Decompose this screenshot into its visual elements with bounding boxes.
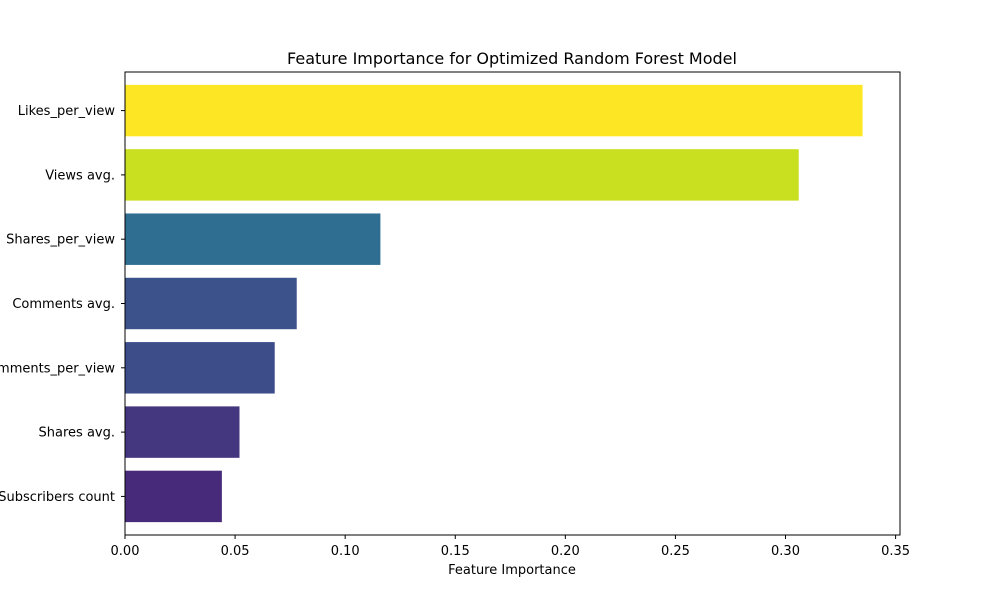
bar (125, 342, 275, 394)
chart-title: Feature Importance for Optimized Random … (287, 49, 737, 68)
bar (125, 84, 863, 137)
x-tick-label: 0.05 (221, 544, 250, 559)
x-tick-label: 0.10 (331, 544, 360, 559)
y-axis-ticks: Likes_per_view Views avg. Shares_per_view C… (0, 104, 125, 505)
plot-frame (124, 71, 901, 536)
y-tick-label: Shares avg. (39, 426, 115, 441)
y-tick-label: Likes_per_view (18, 104, 116, 119)
bar (125, 149, 799, 201)
x-tick-label: 0.25 (661, 544, 690, 559)
x-axis-label: Feature Importance (448, 563, 576, 578)
bar (125, 470, 222, 523)
bar (125, 406, 240, 458)
x-tick-label: 0.30 (771, 544, 800, 559)
y-tick-label: Comments avg. (12, 297, 115, 312)
y-tick-label: Subscribers count (0, 490, 115, 505)
x-tick-label: 0.00 (111, 544, 140, 559)
bar (125, 277, 297, 330)
bar (125, 213, 381, 265)
x-tick-label: 0.15 (441, 544, 470, 559)
x-tick-label: 0.20 (551, 544, 580, 559)
x-axis-ticks: 0.00 0.05 0.10 0.15 0.20 0.25 0.30 0.35 (111, 535, 910, 559)
x-tick-label: 0.35 (881, 544, 910, 559)
y-tick-label: Views avg. (45, 168, 115, 183)
bars-layer (125, 84, 863, 523)
y-tick-label: Shares_per_view (6, 233, 115, 248)
y-tick-label: Comments_per_view (0, 361, 115, 376)
